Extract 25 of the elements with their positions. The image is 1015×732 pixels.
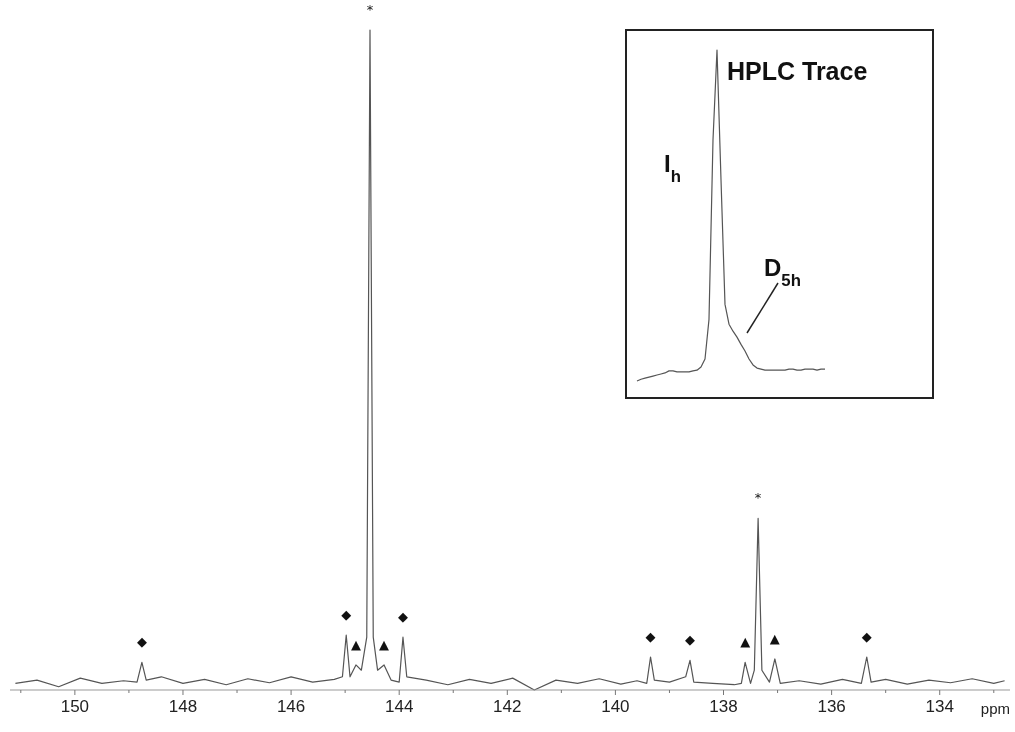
x-tick-label: 136 — [817, 697, 846, 716]
annotation: * — [754, 490, 762, 506]
annotation: ▲ — [379, 636, 390, 652]
annotation: ◆ — [685, 632, 695, 648]
x-tick-label: 150 — [60, 697, 90, 716]
annotation: I$_{h}$ — [664, 150, 681, 186]
x-tick-label: 146 — [276, 697, 306, 716]
annotation: ▲ — [350, 636, 361, 652]
annotation: D$_{5h}$ — [764, 254, 801, 290]
x-axis-title: ppm — [980, 700, 1010, 717]
x-tick-label: 134 — [925, 697, 954, 716]
annotation: ◆ — [136, 634, 147, 650]
annotation: ◆ — [645, 629, 656, 644]
x-tick-label: 138 — [709, 697, 738, 716]
annotation: ◆ — [341, 607, 352, 623]
x-tick-label: 148 — [168, 697, 198, 716]
annotation: ◆ — [397, 609, 408, 625]
x-tick-label: 140 — [601, 697, 630, 716]
annotation: ▲ — [769, 630, 780, 646]
chart-title: HPLC Trace — [727, 57, 868, 85]
annotation: * — [366, 2, 374, 17]
x-tick-label: 144 — [385, 697, 414, 716]
annotation: ◆ — [861, 629, 872, 644]
x-tick-label: 142 — [493, 697, 522, 716]
annotation: ▲ — [740, 634, 751, 650]
